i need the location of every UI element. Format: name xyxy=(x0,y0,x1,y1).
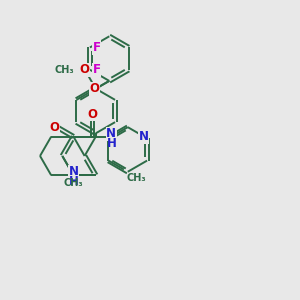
Text: N: N xyxy=(68,165,79,178)
Text: H: H xyxy=(106,137,116,150)
Text: CH₃: CH₃ xyxy=(64,178,83,188)
Text: N: N xyxy=(139,130,148,143)
Text: CH₃: CH₃ xyxy=(54,65,74,75)
Text: O: O xyxy=(49,121,59,134)
Text: F: F xyxy=(92,63,101,76)
Text: F: F xyxy=(92,41,101,54)
Text: H: H xyxy=(68,175,78,188)
Text: O: O xyxy=(89,82,99,95)
Text: O: O xyxy=(87,108,98,121)
Text: CH₃: CH₃ xyxy=(127,173,146,183)
Text: O: O xyxy=(80,63,90,76)
Text: N: N xyxy=(106,127,116,140)
